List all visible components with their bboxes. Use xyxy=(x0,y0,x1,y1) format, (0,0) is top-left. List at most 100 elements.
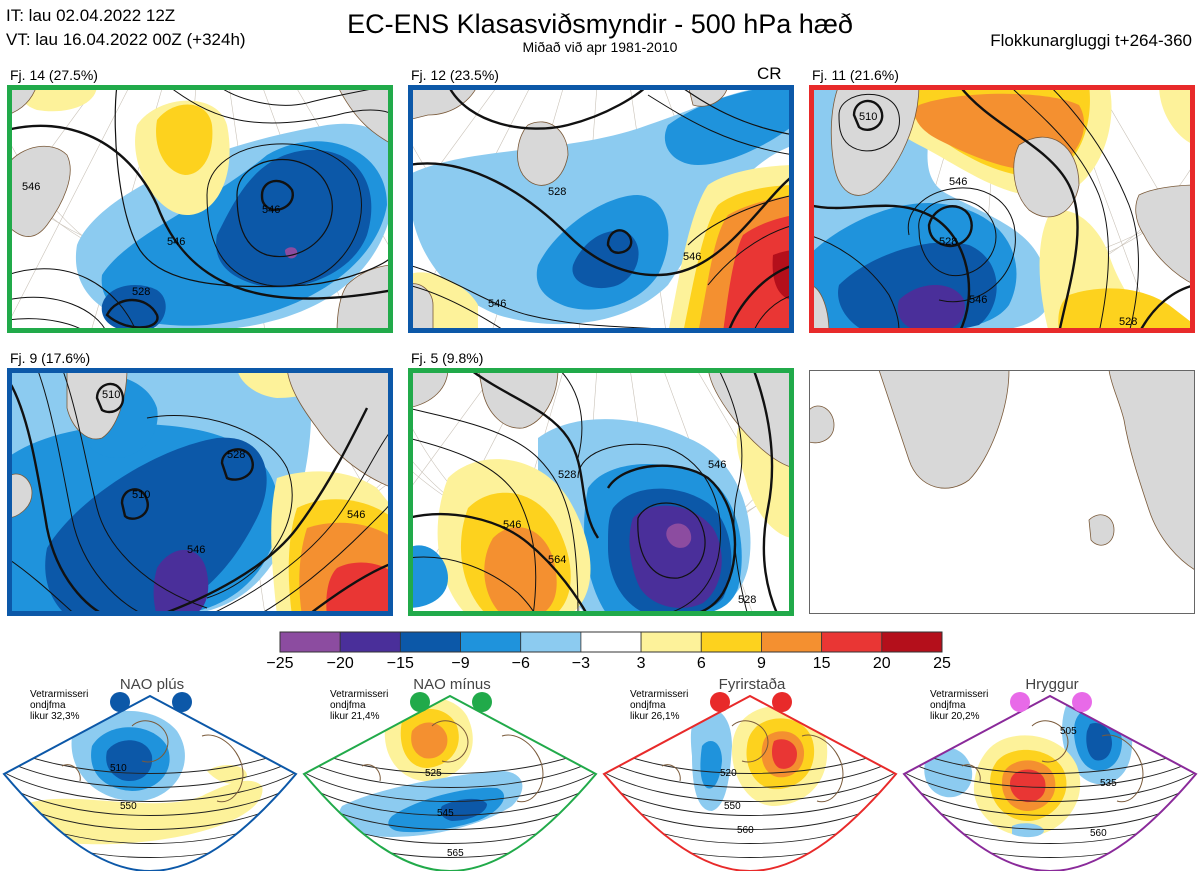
anomaly-area xyxy=(924,747,973,798)
colorbar-tick: −9 xyxy=(451,655,470,672)
cluster-map-2: 528 546 546 528 xyxy=(408,85,794,333)
regime-note-line: Vetrarmisseri xyxy=(930,689,989,700)
empty-map xyxy=(809,370,1195,614)
contour-label: 564 xyxy=(548,554,566,566)
valid-time: VT: lau 16.04.2022 00Z (+324h) xyxy=(6,30,246,49)
height-contour xyxy=(918,198,997,277)
landmass xyxy=(809,405,835,444)
regime-title: NAO mínus xyxy=(413,676,491,693)
anomaly-area xyxy=(326,562,393,616)
colorbar-tick: 25 xyxy=(933,655,951,672)
regime-note-line: Vetrarmisseri xyxy=(30,689,89,700)
contour-label: 546 xyxy=(488,298,506,310)
anomaly-area xyxy=(21,85,97,112)
height-contour xyxy=(751,368,780,616)
colorbar-swatch xyxy=(399,631,461,653)
height-contour xyxy=(206,427,393,616)
contour-label: 528 xyxy=(558,469,576,481)
regime-dot xyxy=(110,692,130,712)
height-contour xyxy=(677,85,794,136)
landmass xyxy=(1135,184,1195,286)
anomaly-area xyxy=(156,104,213,175)
anomaly-area xyxy=(666,523,692,548)
height-contour xyxy=(408,437,537,616)
contour-label: 546 xyxy=(187,544,205,556)
regime-note: Vetrarmisseri ondjfma likur 32,3% xyxy=(30,689,88,722)
height-contour xyxy=(606,229,633,254)
contour-label: 510 xyxy=(859,111,877,123)
height-contour xyxy=(604,777,896,816)
height-contour xyxy=(36,368,148,616)
landmass xyxy=(286,368,393,489)
colorbar-swatch xyxy=(821,631,883,653)
colorbar-swatch xyxy=(279,631,341,653)
height-contour xyxy=(156,407,369,616)
panel-label-2: Fj. 12 (23.5%) xyxy=(411,67,499,83)
height-contour xyxy=(904,777,1196,816)
height-contour xyxy=(220,448,254,481)
height-contour xyxy=(852,99,884,132)
regime-note-line: Vetrarmisseri xyxy=(330,689,389,700)
landmass xyxy=(66,368,128,440)
colorbar-tick: −25 xyxy=(266,655,294,672)
height-contour xyxy=(95,382,125,414)
colorbar-tick: −20 xyxy=(326,655,354,672)
regime-title: Hryggur xyxy=(1025,676,1079,693)
cluster-map-3: 510 528 546 546 528 xyxy=(809,85,1195,333)
height-contour xyxy=(717,368,749,616)
height-contour xyxy=(306,561,393,616)
height-contour xyxy=(260,179,294,212)
height-contour xyxy=(1137,283,1195,333)
anomaly-area xyxy=(1010,769,1046,803)
regime-note-line: likur 21,4% xyxy=(330,711,380,722)
height-contour xyxy=(904,763,1196,802)
height-contour xyxy=(408,162,794,277)
colorbar-tick: 6 xyxy=(696,655,706,672)
height-contour xyxy=(1048,85,1139,333)
colorbar-swatch xyxy=(339,631,401,653)
contour-label: 560 xyxy=(1090,828,1107,839)
colorbar-tick: 3 xyxy=(636,655,646,672)
anomaly-area xyxy=(216,149,372,288)
anomaly-area xyxy=(772,250,794,300)
height-contour xyxy=(927,205,973,248)
landmass xyxy=(1088,514,1115,546)
contour-label: 535 xyxy=(1100,778,1117,789)
coastline xyxy=(1031,720,1069,763)
regime-note-line: ondjfma xyxy=(630,700,666,711)
page-subtitle: Miðað við apr 1981-2010 xyxy=(522,39,678,55)
height-contour xyxy=(408,556,537,616)
coastline xyxy=(131,720,169,763)
height-contour xyxy=(707,224,794,286)
regime-dot xyxy=(410,692,430,712)
coastline xyxy=(61,764,81,782)
contour-label: 528 xyxy=(227,449,245,461)
contour-label: 546 xyxy=(262,204,280,216)
height-contour xyxy=(146,414,293,599)
contour-label: 565 xyxy=(447,848,464,859)
coastline xyxy=(961,764,981,782)
regime-dot xyxy=(1072,692,1092,712)
height-contour xyxy=(7,268,138,333)
regime-diagram: 525 545 565 NAO mínus Vetrarmisseri ondjfma li… xyxy=(302,676,598,873)
height-contour xyxy=(809,203,971,333)
map-canvas: 528 546 564 546 528 xyxy=(408,368,794,616)
height-contour xyxy=(7,296,108,333)
landmass xyxy=(7,146,71,237)
coastline xyxy=(1101,734,1144,803)
landmass xyxy=(1108,370,1195,571)
colorbar-tick: −6 xyxy=(511,655,530,672)
anomaly-area xyxy=(45,437,267,616)
contour-label: 546 xyxy=(22,181,40,193)
regime-note: Vetrarmisseri ondjfma likur 26,1% xyxy=(630,689,688,722)
anomaly-area xyxy=(1086,722,1112,761)
landmass xyxy=(7,473,33,519)
coastline xyxy=(731,720,769,763)
landmass xyxy=(1013,136,1080,218)
colorbar-swatch xyxy=(761,631,823,653)
anomaly-area xyxy=(101,285,166,332)
anomaly-area xyxy=(700,741,722,789)
height-contour xyxy=(206,143,362,287)
regime-dot xyxy=(172,692,192,712)
contour-label: 550 xyxy=(724,801,741,812)
